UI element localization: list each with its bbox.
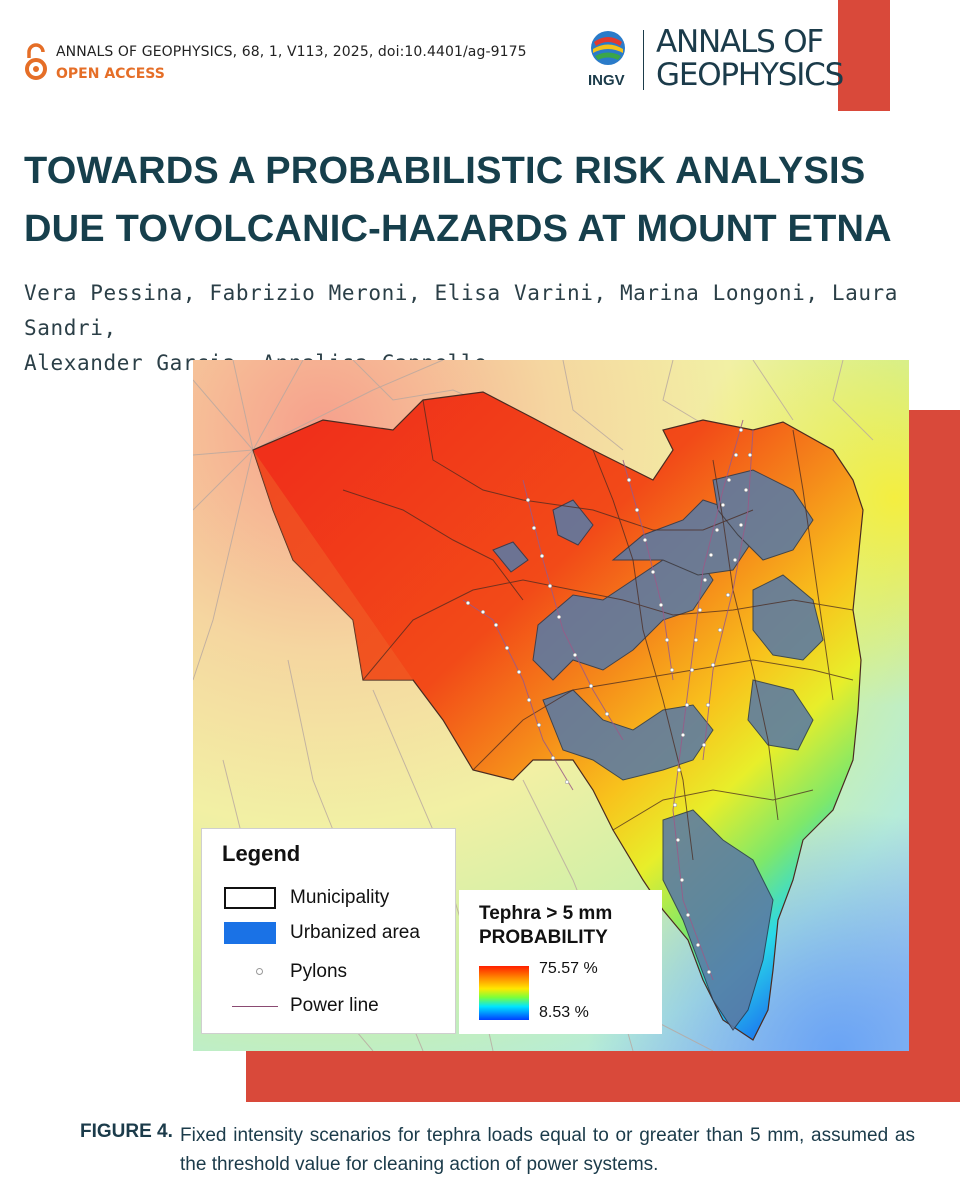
legend-label: Urbanized area [290, 922, 420, 943]
pylon-dot-icon [256, 968, 263, 975]
brand-line-2: GEOPHYSICS [656, 57, 844, 93]
brand-divider [643, 30, 644, 90]
probability-color-ramp [479, 966, 529, 1020]
decorative-red-block-right [907, 410, 960, 1102]
decorative-red-block-bottom [246, 1048, 960, 1102]
probability-min: 8.53 % [539, 1004, 589, 1021]
probability-max: 75.57 % [539, 960, 598, 977]
legend-label: Pylons [290, 961, 348, 982]
municipality-outline-icon [224, 887, 276, 909]
ingv-globe-icon [591, 31, 625, 65]
article-title: TOWARDS A PROBABILISTIC RISK ANALYSIS DU… [24, 150, 892, 250]
decorative-red-block-top [838, 0, 890, 111]
open-access-icon [25, 43, 47, 80]
probability-title: Tephra > 5 mm PROBABILITY [479, 903, 613, 948]
open-access-label: OPEN ACCESS [56, 66, 165, 82]
figure-caption: Fixed intensity scenarios for tephra loa… [180, 1125, 915, 1175]
journal-brand: ANNALS OF GEOPHYSICS [656, 24, 844, 93]
urban-swatch-icon [224, 922, 276, 944]
ingv-logo-text: INGV [588, 72, 625, 89]
brand-line-1: ANNALS OF [656, 24, 824, 60]
legend-title: Legend [222, 841, 301, 866]
journal-citation: ANNALS OF GEOPHYSICS, 68, 1, V113, 2025,… [56, 44, 527, 60]
legend-label: Power line [290, 995, 379, 1016]
legend-label: Municipality [290, 887, 390, 908]
power-line-icon [232, 1006, 278, 1007]
map-legend: Legend Municipality Urbanized area Pylon… [201, 828, 456, 1034]
figure-label: FIGURE 4. [80, 1121, 173, 1142]
probability-legend: Tephra > 5 mm PROBABILITY 75.57 % 8.53 % [459, 890, 662, 1034]
